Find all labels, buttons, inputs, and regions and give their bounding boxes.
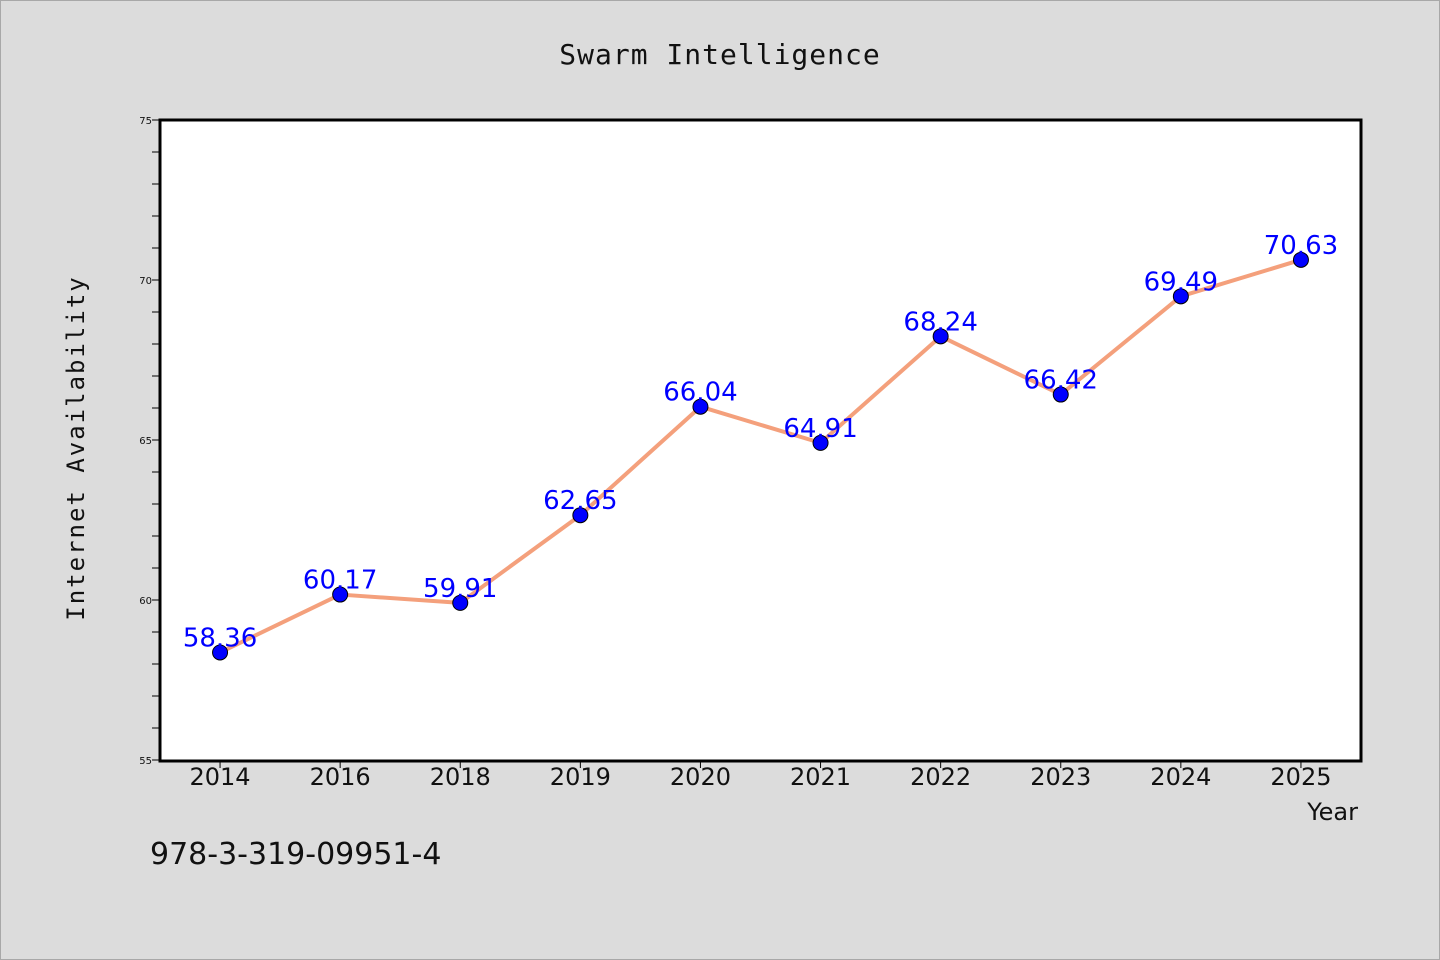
data-point: [1292, 251, 1309, 268]
series-line: [219, 257, 1302, 655]
y-axis-label: Internet Availability: [62, 275, 90, 620]
y-tick-label: 65: [139, 436, 152, 447]
data-point: [1172, 288, 1189, 305]
isbn-annotation: 978-3-319-09951-4: [150, 837, 441, 872]
y-tick-label: 75: [139, 116, 152, 127]
y-tick-label: 60: [139, 596, 152, 607]
plot-border: [158, 118, 1363, 763]
x-tick-label: 2018: [430, 763, 491, 791]
data-label: 66.42: [1024, 366, 1098, 396]
data-label: 64.91: [783, 414, 857, 444]
data-point: [812, 434, 829, 451]
data-label: 60.17: [303, 566, 377, 596]
x-tick-label: 2023: [1030, 763, 1091, 791]
data-point: [452, 594, 469, 611]
x-tick-label: 2019: [550, 763, 611, 791]
data-point: [212, 644, 229, 661]
data-label: 68.24: [903, 307, 977, 337]
x-tick-label: 2020: [670, 763, 731, 791]
x-tick-label: 2022: [910, 763, 971, 791]
x-tick-label: 2014: [190, 763, 251, 791]
data-point: [332, 586, 349, 603]
x-axis: 2014 2016 2018 2019 2020 2021 2022 2023 2024 2025: [190, 760, 1331, 791]
x-axis-label: Year: [1306, 798, 1358, 826]
data-label: 70.63: [1264, 231, 1338, 261]
plot-area: [160, 120, 1361, 761]
chart-title: Swarm Intelligence: [559, 38, 880, 71]
y-tick-label: 55: [139, 756, 152, 767]
data-label: 62.65: [543, 486, 617, 516]
data-label: 69.49: [1144, 267, 1218, 297]
x-tick-label: 2021: [790, 763, 851, 791]
data-label: 66.04: [663, 378, 737, 408]
data-label-group: 58.36 60.17 59.91 62.65 66.04 64.91 68.24 66.42…: [183, 231, 1338, 654]
data-point: [692, 398, 709, 415]
x-tick-label: 2024: [1150, 763, 1211, 791]
y-axis: 55 60 65 70 75: [139, 116, 160, 767]
x-tick-label: 2025: [1270, 763, 1331, 791]
series-group: [212, 251, 1309, 661]
data-label: 58.36: [183, 623, 257, 653]
data-point: [572, 507, 589, 524]
data-label: 59.91: [423, 574, 497, 604]
y-tick-label: 70: [139, 276, 152, 287]
x-tick-label: 2016: [310, 763, 371, 791]
data-point: [932, 328, 949, 345]
data-point: [1052, 386, 1069, 403]
